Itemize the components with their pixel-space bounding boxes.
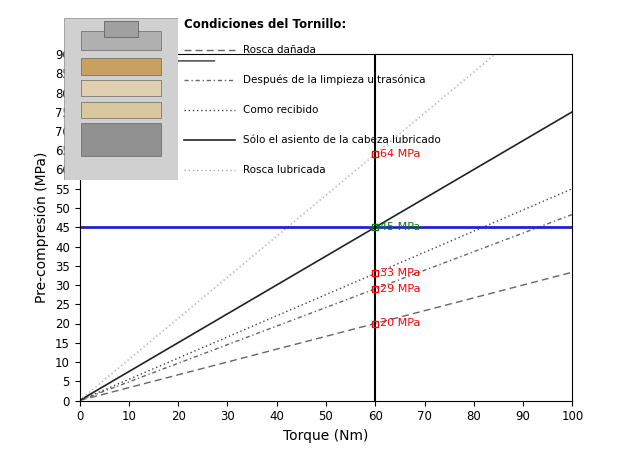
Bar xyxy=(81,31,161,50)
Bar xyxy=(81,102,161,118)
Text: Rosca lubricada: Rosca lubricada xyxy=(243,165,326,175)
Bar xyxy=(81,123,161,156)
Text: Como recibido: Como recibido xyxy=(243,105,319,115)
Text: Rosca dañada: Rosca dañada xyxy=(243,45,316,55)
X-axis label: Torque (Nm): Torque (Nm) xyxy=(283,429,369,443)
Text: Después de la limpieza ultrasónica: Después de la limpieza ultrasónica xyxy=(243,75,425,86)
Text: 29 MPa: 29 MPa xyxy=(380,284,420,294)
Text: 45 MPa: 45 MPa xyxy=(380,222,420,232)
Bar xyxy=(81,80,161,96)
Text: Sólo el asiento de la cabeza lubricado: Sólo el asiento de la cabeza lubricado xyxy=(243,135,441,145)
Text: 20 MPa: 20 MPa xyxy=(380,319,420,328)
Y-axis label: Pre-compresión (MPa): Pre-compresión (MPa) xyxy=(35,152,50,303)
Text: Condiciones del Tornillo:: Condiciones del Tornillo: xyxy=(184,18,347,32)
Text: 64 MPa: 64 MPa xyxy=(380,149,420,159)
Bar xyxy=(104,21,138,37)
Text: 33 MPa: 33 MPa xyxy=(380,269,420,279)
Bar xyxy=(81,58,161,75)
